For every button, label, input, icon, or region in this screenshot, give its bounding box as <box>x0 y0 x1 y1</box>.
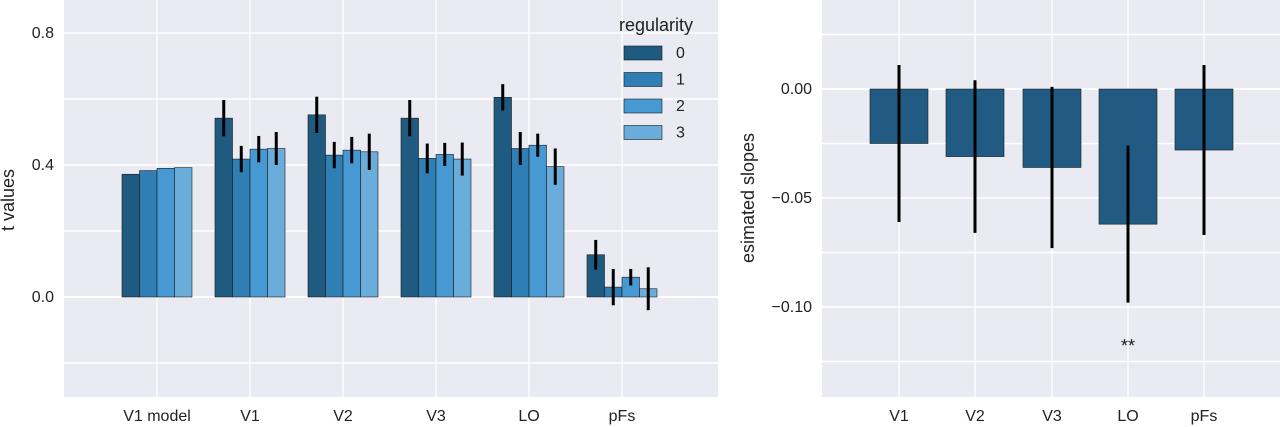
bar-reg1-4 <box>511 148 530 298</box>
bar-reg2-1 <box>249 148 268 298</box>
bar-reg1-1 <box>232 158 251 298</box>
left-y-axis-label: t values <box>0 169 18 231</box>
bar-reg0-1 <box>214 117 233 298</box>
y-tick-label: 0.8 <box>32 25 54 42</box>
bar-reg3-1 <box>267 148 286 298</box>
bar-reg1-3 <box>418 158 437 298</box>
y-tick-label: 0.0 <box>32 289 54 306</box>
x-tick-label: pFs <box>609 408 636 425</box>
bar-reg1-2 <box>325 154 344 298</box>
bar-reg1-0 <box>139 170 158 298</box>
left-bars <box>121 84 658 311</box>
right-bars <box>869 65 1234 303</box>
legend-label-2: 2 <box>676 98 685 115</box>
bar-reg2-4 <box>528 144 547 298</box>
right-chart-panel: 0.00 −0.05 −0.10 V1 V2 V3 LO pFs esimated slop… <box>738 0 1280 425</box>
x-tick-label: V3 <box>1042 408 1062 425</box>
legend-title: regularity <box>619 15 693 35</box>
left-chart-panel: 0.0 0.4 0.8 V1 model V1 V2 V3 LO pFs t values r… <box>0 0 718 425</box>
x-tick-label: V3 <box>426 408 446 425</box>
bar-reg3-4 <box>546 166 565 298</box>
bar-reg3-2 <box>360 151 379 298</box>
bar-reg3-0 <box>174 167 193 298</box>
bar-reg3-3 <box>453 158 472 298</box>
left-x-tick-labels: V1 model V1 V2 V3 LO pFs <box>123 408 635 425</box>
x-tick-label: V1 <box>889 408 909 425</box>
x-tick-label: pFs <box>1191 408 1218 425</box>
right-y-axis-label: esimated slopes <box>738 133 758 263</box>
y-tick-label: −0.10 <box>772 299 813 316</box>
bar-reg2-0 <box>156 168 175 298</box>
left-y-tick-labels: 0.0 0.4 0.8 <box>32 25 54 306</box>
x-tick-label: V2 <box>333 408 353 425</box>
bar-reg0-3 <box>400 117 419 298</box>
right-x-tick-labels: V1 V2 V3 LO pFs <box>889 408 1217 425</box>
bar-reg0-0 <box>121 173 140 298</box>
x-tick-label: V1 model <box>123 408 191 425</box>
bar-reg2-3 <box>435 154 454 298</box>
x-tick-label: LO <box>1117 408 1138 425</box>
right-annotations: ** <box>1121 336 1135 356</box>
x-tick-label: V2 <box>965 408 985 425</box>
bar-reg0-4 <box>493 97 512 298</box>
y-tick-label: 0.00 <box>781 81 812 98</box>
legend-label-1: 1 <box>676 72 685 89</box>
legend-swatch-3 <box>623 125 663 140</box>
bar-reg0-2 <box>307 114 326 298</box>
x-tick-label: LO <box>518 408 539 425</box>
y-tick-label: 0.4 <box>32 157 54 174</box>
legend-label-3: 3 <box>676 125 685 142</box>
legend: regularity 0 1 2 3 <box>619 15 693 142</box>
right-y-tick-labels: 0.00 −0.05 −0.10 <box>772 81 813 316</box>
legend-swatch-0 <box>623 45 663 61</box>
significance-marker: ** <box>1121 336 1135 356</box>
y-tick-label: −0.05 <box>772 190 813 207</box>
legend-swatch-1 <box>623 72 663 87</box>
bar-reg2-2 <box>342 149 361 298</box>
x-tick-label: V1 <box>240 408 260 425</box>
legend-label-0: 0 <box>676 45 685 62</box>
legend-swatch-2 <box>623 98 663 114</box>
